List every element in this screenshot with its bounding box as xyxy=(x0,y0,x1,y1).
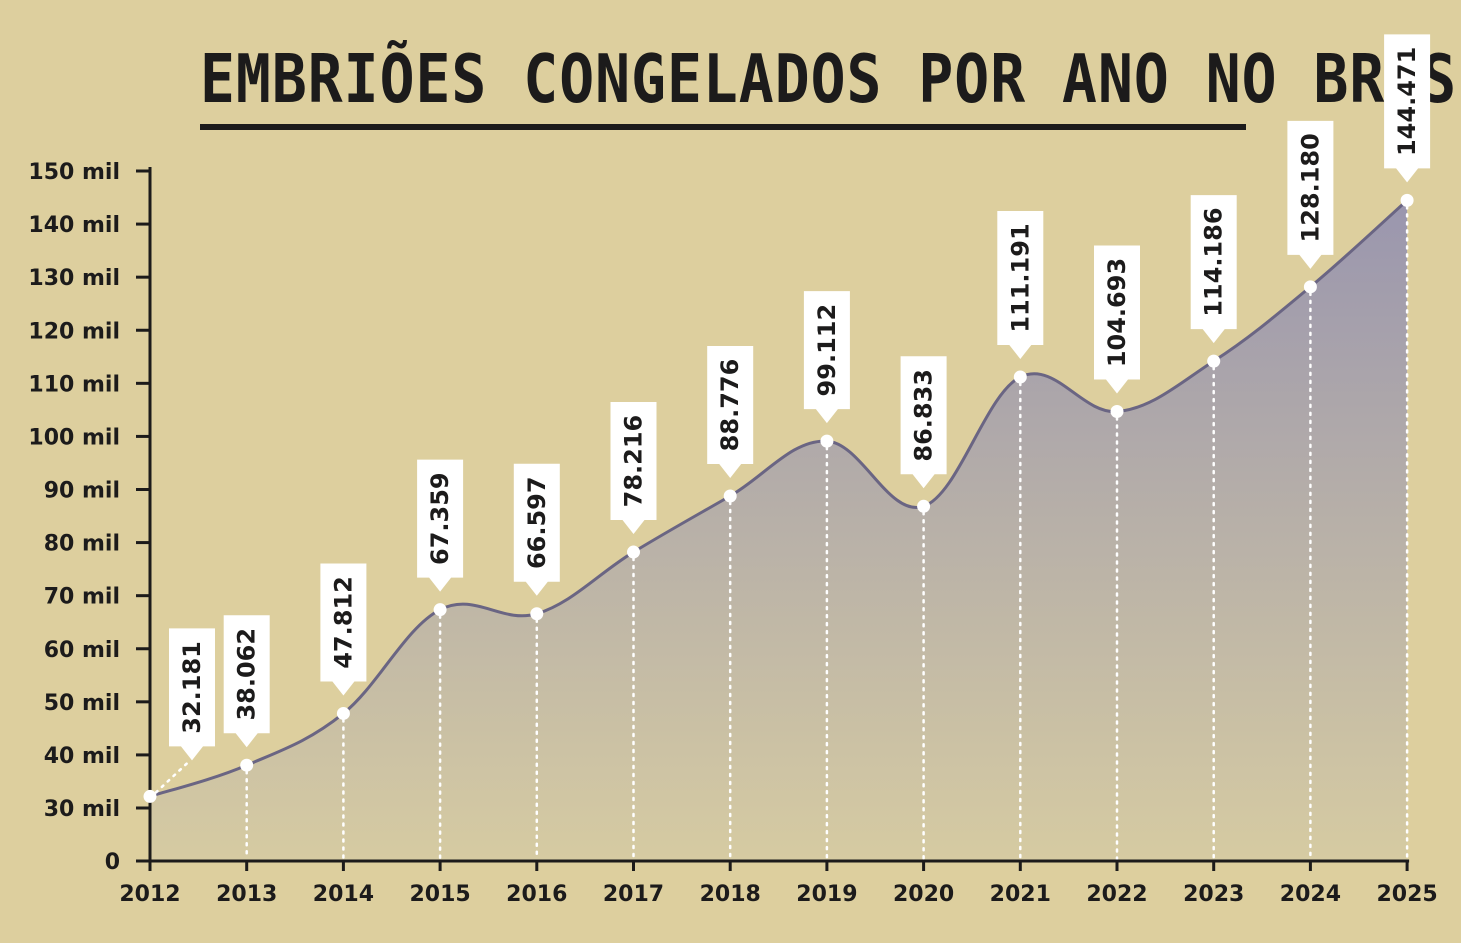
x-tick-label: 2020 xyxy=(893,882,954,907)
x-tick-label: 2021 xyxy=(990,882,1051,907)
y-tick-label: 40 mil xyxy=(44,744,120,769)
value-callout xyxy=(1384,34,1431,183)
data-point xyxy=(1207,354,1221,368)
value-callout xyxy=(169,628,215,761)
value-callout xyxy=(707,345,754,478)
y-tick-label: 120 mil xyxy=(28,319,120,344)
data-label: 32.181 xyxy=(178,641,206,734)
series-line xyxy=(149,199,1409,798)
y-tick-label: 0 xyxy=(105,850,120,875)
data-label: 114.186 xyxy=(1200,207,1228,316)
value-callout xyxy=(997,211,1044,360)
data-point xyxy=(433,603,447,617)
area-fill xyxy=(150,200,1408,861)
data-point xyxy=(1303,280,1317,294)
data-point xyxy=(336,706,350,720)
x-tick-label: 2023 xyxy=(1183,882,1244,907)
value-callout xyxy=(1287,120,1334,269)
value-callout xyxy=(803,291,850,424)
data-point xyxy=(143,789,157,803)
data-label: 78.216 xyxy=(620,415,648,508)
data-point xyxy=(820,434,834,448)
x-tick-label: 2018 xyxy=(700,882,761,907)
data-point xyxy=(627,545,640,559)
data-label: 111.191 xyxy=(1006,223,1034,332)
data-label: 47.812 xyxy=(329,576,357,669)
y-tick-label: 100 mil xyxy=(28,425,120,450)
y-tick-label: 50 mil xyxy=(44,691,120,716)
value-callout xyxy=(223,615,270,748)
value-callout xyxy=(1094,245,1140,394)
y-tick-label: 130 mil xyxy=(28,266,120,291)
data-point xyxy=(917,499,931,513)
y-tick-label: 60 mil xyxy=(44,638,120,663)
value-callout xyxy=(900,356,947,489)
x-tick-label: 2022 xyxy=(1086,882,1147,907)
leader-line xyxy=(154,761,190,794)
value-callout xyxy=(610,402,657,535)
y-tick-label: 140 mil xyxy=(28,213,120,238)
value-callout xyxy=(1190,195,1237,344)
x-tick-label: 2015 xyxy=(409,882,470,907)
data-label: 38.062 xyxy=(233,628,261,721)
x-tick-label: 2019 xyxy=(796,882,857,907)
x-tick-label: 2012 xyxy=(119,882,180,907)
data-label: 66.597 xyxy=(523,476,551,569)
y-tick-label: 30 mil xyxy=(44,797,120,822)
x-tick-label: 2014 xyxy=(313,882,374,907)
data-label: 144.471 xyxy=(1393,47,1421,156)
y-tick-label: 70 mil xyxy=(44,585,120,610)
y-tick-label: 90 mil xyxy=(44,479,120,504)
data-label: 88.776 xyxy=(716,359,744,452)
data-label: 128.180 xyxy=(1296,133,1324,242)
x-tick-label: 2017 xyxy=(603,882,664,907)
data-point xyxy=(1110,405,1124,419)
value-callout xyxy=(513,463,560,596)
x-tick-label: 2024 xyxy=(1280,882,1341,907)
value-callout xyxy=(320,563,367,696)
title-underline xyxy=(200,124,1246,130)
data-point xyxy=(1013,370,1027,384)
value-callout xyxy=(417,459,464,592)
x-tick-label: 2025 xyxy=(1376,882,1437,907)
data-point xyxy=(240,758,254,772)
data-label: 104.693 xyxy=(1103,258,1131,367)
y-tick-label: 80 mil xyxy=(44,532,120,557)
data-point xyxy=(723,489,737,503)
x-tick-label: 2013 xyxy=(216,882,277,907)
y-tick-label: 150 mil xyxy=(28,160,120,185)
x-tick-label: 2016 xyxy=(506,882,567,907)
data-label: 99.112 xyxy=(813,304,841,397)
data-label: 67.359 xyxy=(426,472,454,565)
data-point xyxy=(530,607,544,621)
data-label: 86.833 xyxy=(910,369,938,462)
data-point xyxy=(1400,193,1414,207)
y-tick-label: 110 mil xyxy=(28,372,120,397)
